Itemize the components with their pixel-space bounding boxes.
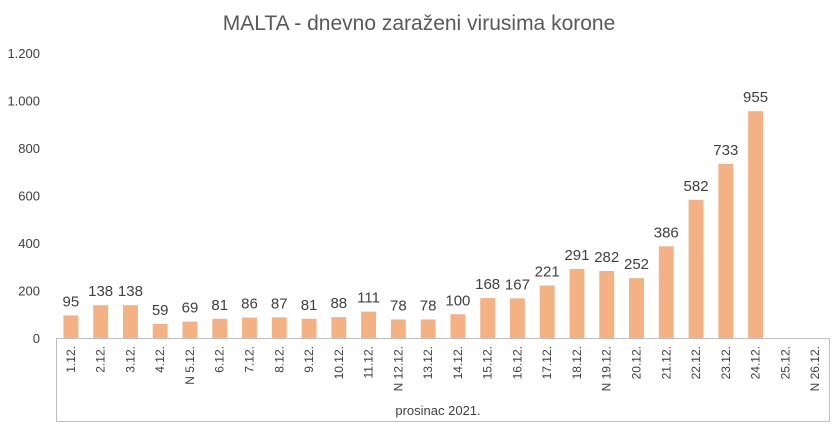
data-label: 78 (420, 297, 437, 314)
bar (629, 278, 644, 338)
data-label: 221 (535, 264, 560, 281)
y-tick-label: 800 (18, 141, 40, 156)
x-tick-label: 21.12. (659, 346, 673, 379)
bars (63, 111, 764, 338)
y-tick-label: 1.000 (7, 94, 40, 109)
x-tick-label: N 19.12. (600, 346, 614, 391)
bar (539, 285, 555, 338)
x-tick-label: 25.12. (778, 346, 792, 379)
x-tick-label: 11.12. (362, 346, 376, 378)
data-label: 138 (118, 283, 143, 300)
y-tick-label: 400 (18, 236, 40, 251)
data-label: 168 (475, 276, 500, 293)
bar (599, 271, 615, 338)
x-tick-label: 24.12. (749, 346, 763, 379)
data-label: 69 (182, 300, 199, 317)
data-label: 386 (654, 224, 679, 241)
y-tick-label: 0 (33, 331, 40, 346)
data-label: 100 (445, 292, 470, 309)
data-label: 582 (684, 178, 709, 195)
x-tick-label: 23.12. (719, 346, 733, 379)
x-tick-label: 15.12. (481, 346, 495, 379)
data-label: 95 (63, 293, 80, 310)
data-label: 733 (713, 142, 738, 159)
y-tick-label: 600 (18, 189, 40, 204)
bar (242, 317, 257, 338)
data-label: 81 (301, 297, 318, 314)
x-tick-label: 18.12. (570, 346, 584, 379)
x-tick-label: 14.12. (451, 346, 465, 379)
y-tick-label: 1.200 (7, 46, 40, 61)
bar (390, 319, 406, 338)
data-label: 111 (357, 290, 380, 307)
x-tick-label: 2.12. (94, 346, 108, 373)
x-group-label: prosinac 2021. (395, 403, 480, 418)
x-tick-label: N 12.12. (391, 346, 405, 391)
x-tick-label: 3.12. (123, 346, 137, 373)
x-tick-label: 7.12. (243, 346, 257, 373)
x-tick-label: 20.12. (630, 346, 644, 379)
bar (122, 305, 138, 338)
bar (420, 319, 436, 338)
bar (480, 298, 496, 338)
data-label: 59 (152, 302, 169, 319)
data-label: 87 (271, 295, 288, 312)
x-tick-label: N 5.12. (183, 346, 197, 385)
bar (509, 298, 525, 338)
x-tick-label: 9.12. (302, 346, 316, 373)
data-label: 167 (505, 276, 530, 293)
x-tick-label: 22.12. (689, 346, 703, 379)
x-tick-label: 4.12. (153, 346, 167, 373)
bar (718, 163, 734, 338)
data-label: 282 (594, 249, 619, 266)
x-tick-label: 8.12. (272, 346, 286, 373)
bar (748, 111, 764, 338)
x-tick-label: 16.12. (510, 346, 524, 379)
bar (569, 268, 585, 338)
bar (212, 318, 228, 338)
bar (331, 317, 347, 338)
x-tick-label: 17.12. (540, 346, 554, 379)
data-label: 252 (624, 256, 649, 273)
bar (271, 317, 287, 338)
bar (688, 199, 704, 338)
bar (182, 321, 198, 338)
x-axis: 1.12. 2.12. 3.12. 4.12. N 5.12. 6.12. 7.12. 8.1… (56, 338, 830, 422)
y-axis: 0 200 400 600 800 1.000 1.200 (7, 46, 40, 346)
x-tick-label: 13.12. (421, 346, 435, 379)
x-tick-label: 1.12. (64, 346, 78, 373)
bar (152, 323, 168, 338)
chart-title: MALTA - dnevno zaraženi virusima korone (223, 12, 616, 35)
y-tick-label: 200 (18, 284, 40, 299)
bar (361, 311, 377, 338)
data-label: 955 (743, 89, 768, 106)
bar (93, 305, 109, 338)
data-label: 86 (241, 296, 258, 313)
x-tick-label: 10.12. (332, 346, 346, 379)
data-label: 291 (564, 247, 589, 264)
x-tick-label: 6.12. (213, 346, 227, 373)
data-label: 81 (211, 297, 228, 314)
data-label: 138 (88, 283, 113, 300)
x-tick-label: N 26.12. (808, 346, 822, 391)
bar (450, 314, 466, 338)
data-label: 78 (390, 297, 407, 314)
bar (658, 246, 674, 338)
bar (63, 315, 79, 338)
bar (301, 318, 317, 338)
data-label: 88 (330, 295, 347, 312)
data-labels: 95 138 138 59 69 81 86 87 81 88 111 78 78 100 168 167 22… (63, 89, 769, 319)
